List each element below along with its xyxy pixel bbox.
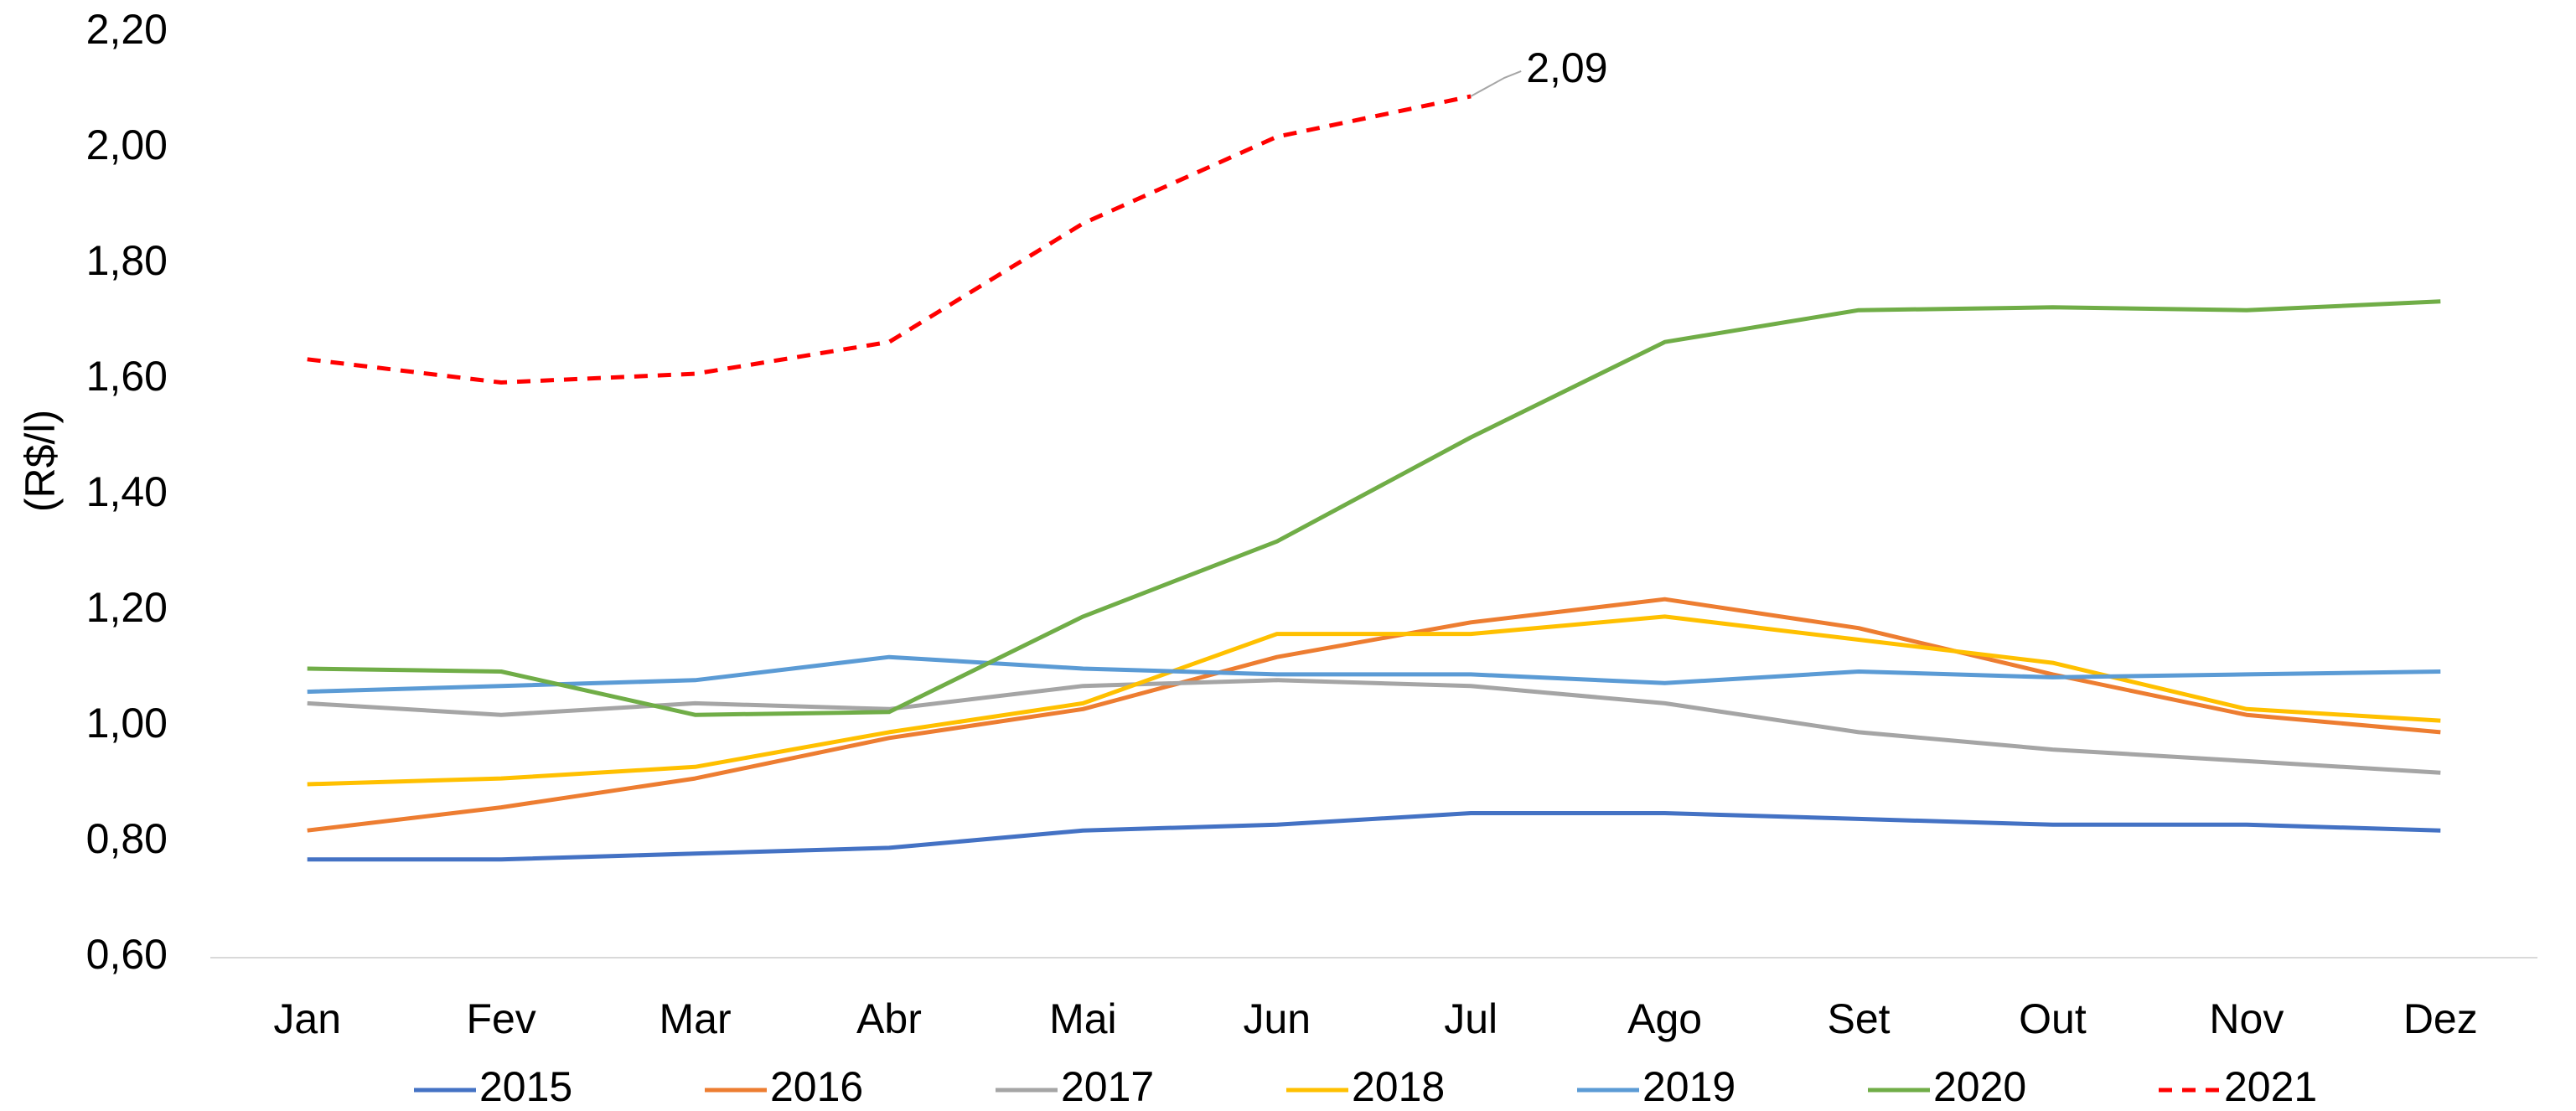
- y-tick-label: 1,80: [86, 237, 168, 284]
- legend-label: 2016: [770, 1063, 863, 1110]
- y-tick-label: 2,00: [86, 121, 168, 168]
- y-tick-label: 1,60: [86, 353, 168, 400]
- x-tick-label: Out: [2019, 995, 2087, 1042]
- series-line: [307, 597, 2441, 833]
- legend-label: 2019: [1642, 1063, 1735, 1110]
- y-tick-label: 1,40: [86, 468, 168, 515]
- legend-label: 2018: [1352, 1063, 1445, 1110]
- label-leader: [1470, 70, 1522, 97]
- x-tick-label: Jul: [1444, 995, 1497, 1042]
- x-tick-label: Jun: [1243, 995, 1311, 1042]
- series-line: [307, 811, 2441, 862]
- y-axis-title: (R$/l): [17, 410, 64, 512]
- data-label: 2,09: [1526, 44, 1607, 91]
- x-tick-label: Nov: [2209, 995, 2284, 1042]
- x-tick-label: Abr: [856, 995, 922, 1042]
- legend-label: 2015: [479, 1063, 572, 1110]
- y-tick-label: 0,60: [86, 931, 168, 978]
- series-line: [307, 94, 1472, 385]
- x-tick-label: Jan: [273, 995, 341, 1042]
- legend-label: 2020: [1933, 1063, 2026, 1110]
- legend-label: 2017: [1061, 1063, 1154, 1110]
- y-tick-label: 2,20: [86, 6, 168, 53]
- x-tick-label: Fev: [466, 995, 535, 1042]
- series-line: [307, 654, 2441, 695]
- y-tick-label: 1,20: [86, 584, 168, 631]
- series-line: [307, 299, 2441, 717]
- x-tick-label: Dez: [2403, 995, 2478, 1042]
- legend-label: 2021: [2224, 1063, 2317, 1110]
- x-tick-label: Ago: [1627, 995, 1702, 1042]
- series-line: [307, 678, 2441, 775]
- x-tick-label: Mar: [659, 995, 731, 1042]
- series-line: [307, 614, 2441, 787]
- x-tick-label: Mai: [1049, 995, 1117, 1042]
- y-tick-label: 1,00: [86, 700, 168, 747]
- x-tick-label: Set: [1828, 995, 1891, 1042]
- y-tick-label: 0,80: [86, 815, 168, 862]
